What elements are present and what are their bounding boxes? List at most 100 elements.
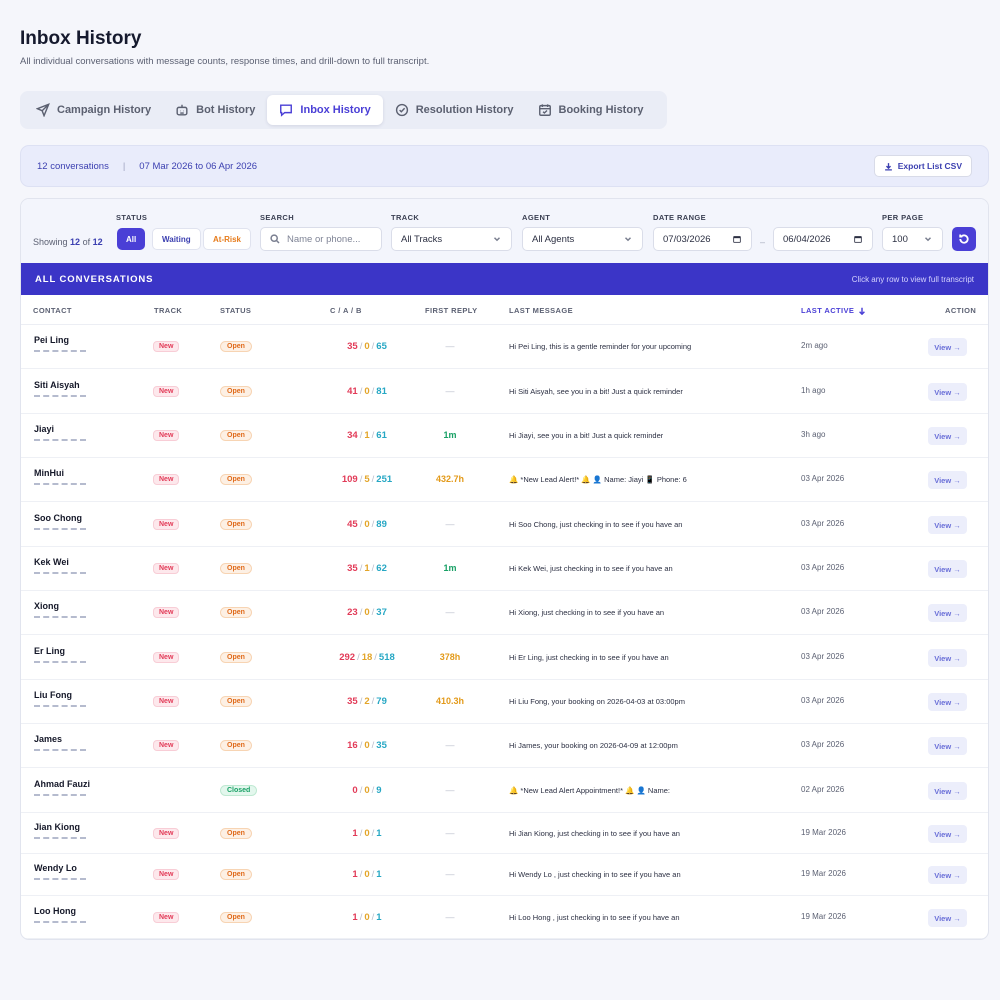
- view-button[interactable]: View →: [928, 427, 967, 445]
- cab-counts: 0/0/9: [301, 785, 433, 796]
- cab-counts: 41/0/81: [301, 386, 433, 397]
- table-row[interactable]: Jian Kiong New Open 1/0/1— Hi Jian Kiong, ju…: [21, 813, 988, 854]
- cab-slash: /: [359, 563, 363, 574]
- per-page-value: 100: [892, 233, 908, 245]
- tab-bot-history[interactable]: Bot History: [163, 95, 267, 125]
- cab-slash: /: [359, 607, 363, 618]
- last-message: Hi Wendy Lo , just checking in to see if…: [509, 870, 681, 879]
- conversations-card: Showing 12 of 12 STATUS All Waiting At-R…: [20, 198, 989, 940]
- cab-slash: /: [359, 785, 363, 796]
- c-count: 34: [347, 430, 358, 441]
- status-badge: Closed: [220, 785, 258, 796]
- showing-of: of: [82, 237, 91, 247]
- table-row[interactable]: Liu Fong New Open 35/2/79 410.3h Hi Liu Fong,…: [21, 680, 988, 724]
- a-count: 0: [364, 869, 370, 880]
- contact-name: Er Ling: [34, 646, 65, 656]
- view-button[interactable]: View →: [928, 471, 967, 489]
- last-active: 02 Apr 2026: [801, 785, 845, 794]
- view-button[interactable]: View →: [928, 825, 967, 843]
- table-row[interactable]: MinHui New Open 109/5/251 432.7h 🔔 *New Lead …: [21, 458, 988, 502]
- col-cab[interactable]: C / A / B: [330, 306, 362, 315]
- export-label: Export List CSV: [897, 161, 962, 171]
- cab-slash: /: [371, 740, 375, 751]
- export-csv-button[interactable]: Export List CSV: [873, 155, 972, 177]
- a-count: 0: [364, 386, 370, 397]
- track-filter-label: TRACK: [391, 213, 420, 222]
- last-active: 2m ago: [801, 341, 828, 350]
- track-badge: New: [153, 740, 180, 751]
- c-count: 292: [339, 652, 356, 663]
- b-count: 79: [376, 696, 387, 707]
- first-reply-time: 410.3h: [435, 696, 465, 706]
- search-input[interactable]: Name or phone...: [260, 227, 382, 251]
- col-track[interactable]: TRACK: [154, 306, 183, 315]
- per-page-select[interactable]: 100: [882, 227, 943, 251]
- b-count: 65: [376, 341, 387, 352]
- c-count: 45: [347, 519, 358, 530]
- table-row[interactable]: Siti Aisyah New Open 41/0/81— Hi Siti Aisyah…: [21, 369, 988, 414]
- first-reply-time: 1m: [443, 430, 457, 440]
- table-row[interactable]: Pei Ling New Open 35/0/65— Hi Pei Ling, this…: [21, 325, 988, 369]
- status-waiting-button[interactable]: Waiting: [152, 228, 201, 250]
- cab-counts: 35/1/62: [301, 563, 433, 574]
- table-row[interactable]: Wendy Lo New Open 1/0/1— Hi Wendy Lo , just …: [21, 854, 988, 896]
- view-button[interactable]: View →: [928, 604, 967, 622]
- a-count: 0: [364, 785, 370, 796]
- col-contact[interactable]: CONTACT: [33, 306, 72, 315]
- tab-label: Bot History: [196, 104, 256, 116]
- contact-phone-redacted: [34, 661, 86, 664]
- table-row[interactable]: Soo Chong New Open 45/0/89— Hi Soo Chong, ju…: [21, 502, 988, 547]
- last-message: Hi Xiong, just checking in to see if you…: [509, 608, 665, 617]
- col-last-active[interactable]: LAST ACTIVE: [801, 306, 866, 315]
- table-row[interactable]: James New Open 16/0/35— Hi James, your booki…: [21, 724, 988, 768]
- view-button[interactable]: View →: [928, 782, 967, 800]
- table-row[interactable]: Loo Hong New Open 1/0/1— Hi Loo Hong , just …: [21, 896, 988, 939]
- table-row[interactable]: Xiong New Open 23/0/37— Hi Xiong, just check…: [21, 591, 988, 635]
- view-button[interactable]: View →: [928, 560, 967, 578]
- col-first-reply[interactable]: FIRST REPLY: [425, 306, 478, 315]
- tab-inbox-history[interactable]: Inbox History: [267, 95, 383, 125]
- table-row[interactable]: Jiayi New Open 34/1/61 1m Hi Jiayi, see you i…: [21, 414, 988, 458]
- col-last-message[interactable]: LAST MESSAGE: [509, 306, 573, 315]
- last-active: 03 Apr 2026: [801, 563, 845, 572]
- view-button[interactable]: View →: [928, 649, 967, 667]
- view-button[interactable]: View →: [928, 383, 967, 401]
- contact-name: Jiayi: [34, 424, 55, 434]
- view-button[interactable]: View →: [928, 338, 967, 356]
- tab-campaign-history[interactable]: Campaign History: [24, 95, 163, 125]
- tab-resolution-history[interactable]: Resolution History: [383, 95, 526, 125]
- table-row[interactable]: Er Ling New Open 292/18/518 378h Hi Er Ling, …: [21, 635, 988, 680]
- page-subtitle: All individual conversations with messag…: [20, 56, 430, 67]
- last-active: 19 Mar 2026: [801, 828, 846, 837]
- view-button[interactable]: View →: [928, 693, 967, 711]
- reset-filters-button[interactable]: [952, 227, 976, 251]
- search-placeholder: Name or phone...: [287, 233, 361, 245]
- cab-slash: /: [359, 386, 363, 397]
- view-button[interactable]: View →: [928, 866, 967, 884]
- table-row[interactable]: Kek Wei New Open 35/1/62 1m Hi Kek Wei, just …: [21, 547, 988, 591]
- a-count: 5: [364, 474, 370, 485]
- cab-slash: /: [359, 869, 363, 880]
- view-button[interactable]: View →: [928, 909, 967, 927]
- tab-booking-history[interactable]: Booking History: [526, 95, 656, 125]
- date-from-input[interactable]: 07/03/2026: [653, 227, 752, 251]
- date-to-input[interactable]: 06/04/2026: [773, 227, 873, 251]
- c-count: 35: [347, 341, 358, 352]
- last-active: 19 Mar 2026: [801, 912, 846, 921]
- view-button[interactable]: View →: [928, 737, 967, 755]
- send-icon: [36, 103, 50, 117]
- contact-name: Siti Aisyah: [34, 380, 80, 390]
- chevron-down-icon: [493, 237, 501, 242]
- c-count: 35: [347, 696, 358, 707]
- status-all-button[interactable]: All: [117, 228, 146, 250]
- view-button[interactable]: View →: [928, 516, 967, 534]
- agent-select[interactable]: All Agents: [522, 227, 643, 251]
- status-badge: Open: [220, 912, 252, 923]
- track-select[interactable]: All Tracks: [391, 227, 512, 251]
- table-row[interactable]: Ahmad Fauzi Closed 0/0/9— 🔔 *New Lead Alert…: [21, 768, 988, 813]
- conversation-rows: Pei Ling New Open 35/0/65— Hi Pei Ling, this…: [21, 325, 988, 939]
- last-message: Hi Loo Hong , just checking in to see if…: [509, 913, 680, 922]
- col-status[interactable]: STATUS: [220, 306, 252, 315]
- status-atrisk-button[interactable]: At-Risk: [203, 228, 252, 250]
- contact-phone-redacted: [34, 921, 86, 924]
